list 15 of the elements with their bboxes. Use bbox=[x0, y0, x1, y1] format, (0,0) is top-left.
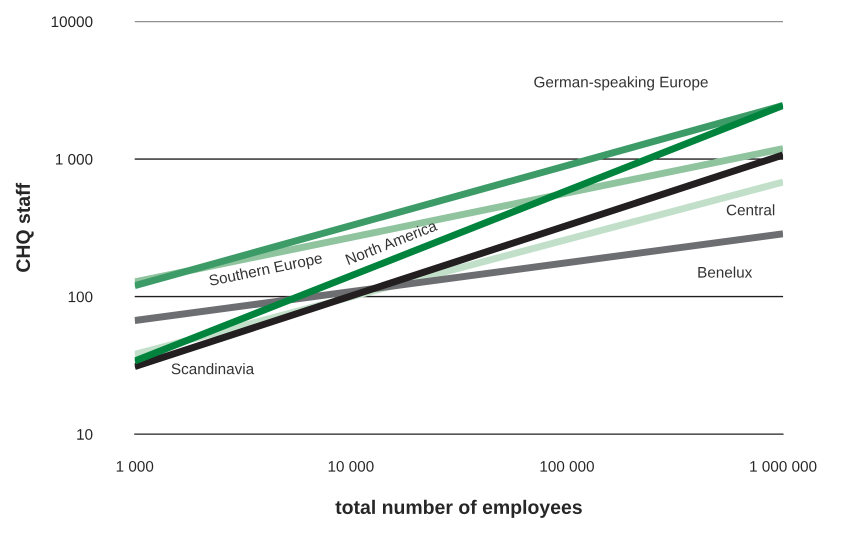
x-tick-label: 100 000 bbox=[540, 460, 594, 472]
y-tick-label: 1 000 bbox=[56, 154, 92, 165]
text: Southern Europe bbox=[208, 252, 324, 289]
y-tick-label: 10000 bbox=[52, 16, 92, 28]
y-axis-title: CHQ staff bbox=[16, 182, 34, 272]
series-label: Benelux bbox=[698, 266, 752, 278]
y-tick-label: 10 bbox=[77, 429, 92, 440]
series-label: Central bbox=[726, 204, 774, 216]
y-tick-label: 100 bbox=[68, 291, 92, 302]
x-tick-label: 1 000 000 bbox=[750, 460, 816, 472]
x-tick-label: 10 000 bbox=[328, 460, 374, 472]
x-tick-label: 1 000 bbox=[116, 460, 154, 472]
text: German-speaking Europe bbox=[534, 76, 708, 90]
series-label: Scandinavia bbox=[172, 363, 254, 374]
x-axis-title: total number of employees bbox=[335, 500, 582, 518]
